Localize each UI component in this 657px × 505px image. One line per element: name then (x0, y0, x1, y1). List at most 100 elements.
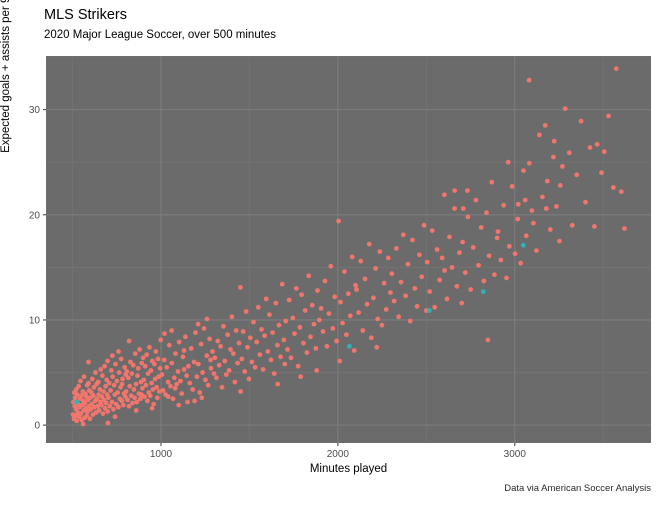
data-point (204, 353, 210, 359)
data-point (193, 330, 198, 335)
data-point (371, 295, 376, 301)
data-point (434, 247, 440, 252)
data-point (216, 362, 222, 368)
data-point (124, 369, 130, 374)
y-tick-label: 10 (29, 315, 41, 326)
data-point (144, 352, 150, 358)
data-point (111, 382, 117, 388)
data-point (537, 132, 542, 138)
y-tick-label: 30 (29, 105, 41, 116)
data-point (444, 296, 450, 302)
data-point (168, 383, 173, 389)
data-point (120, 402, 126, 408)
data-point (102, 363, 107, 369)
data-point (421, 222, 427, 228)
highlight-point (520, 242, 526, 248)
data-point (116, 404, 121, 410)
data-point (557, 238, 562, 244)
data-point (551, 154, 556, 160)
data-point (109, 353, 115, 359)
data-point (106, 395, 111, 401)
data-point (543, 206, 549, 211)
data-point (203, 377, 208, 383)
data-point (171, 375, 177, 381)
data-point (417, 252, 422, 258)
data-point (98, 367, 104, 372)
data-point (403, 293, 408, 299)
data-point (302, 308, 308, 313)
data-point (544, 178, 550, 184)
data-point (116, 370, 122, 375)
data-point (389, 271, 395, 277)
data-point (105, 358, 110, 364)
data-point (465, 188, 470, 194)
data-point (540, 194, 545, 200)
data-point (301, 340, 306, 346)
data-point (211, 371, 217, 376)
data-point (314, 368, 320, 373)
data-point (489, 179, 495, 185)
data-point (145, 398, 150, 404)
data-point (79, 393, 84, 399)
data-point (101, 389, 106, 394)
data-point (81, 374, 87, 380)
data-point (410, 237, 415, 243)
data-point (309, 302, 315, 308)
data-point (137, 347, 143, 352)
data-point (164, 364, 170, 370)
data-point (140, 355, 146, 361)
data-point (219, 384, 225, 390)
data-point (180, 354, 186, 360)
data-point (226, 368, 232, 373)
data-point (105, 420, 111, 426)
data-point (89, 376, 95, 382)
data-point (407, 318, 413, 324)
data-point (97, 387, 103, 392)
data-point (334, 338, 339, 344)
data-point (286, 297, 292, 303)
data-point (405, 261, 411, 267)
data-point (112, 414, 118, 420)
data-point (330, 326, 336, 331)
data-point (161, 357, 167, 363)
chart-subtitle: 2020 Major League Soccer, over 500 minut… (44, 29, 277, 41)
data-point (233, 328, 239, 333)
data-point (152, 376, 158, 382)
data-point (178, 378, 183, 384)
data-point (185, 399, 190, 405)
data-point (351, 348, 357, 353)
data-point (364, 301, 370, 307)
data-point (154, 384, 160, 390)
data-point (91, 384, 97, 390)
data-point (179, 391, 185, 396)
data-point (94, 396, 100, 402)
data-point (87, 416, 93, 422)
data-point (93, 370, 98, 375)
data-point (119, 398, 125, 404)
data-point (78, 378, 83, 384)
data-point (214, 375, 219, 381)
data-point (197, 390, 203, 395)
data-point (140, 385, 145, 391)
data-point (228, 347, 233, 352)
data-point (123, 389, 129, 394)
data-point (122, 364, 128, 370)
data-point (468, 287, 473, 292)
data-point (270, 330, 275, 335)
data-point (578, 118, 584, 124)
data-point (613, 66, 619, 71)
data-point (379, 322, 385, 328)
data-point (288, 355, 294, 361)
data-point (142, 394, 147, 400)
data-point (457, 250, 462, 256)
data-point (260, 367, 266, 372)
data-point (145, 371, 151, 376)
data-point (449, 265, 455, 270)
data-point (308, 334, 313, 340)
x-axis-title: Minutes played (309, 463, 388, 475)
data-point (398, 279, 404, 285)
highlight-point (347, 343, 352, 349)
data-point (394, 246, 399, 251)
data-point (107, 403, 113, 409)
data-point (210, 349, 215, 354)
